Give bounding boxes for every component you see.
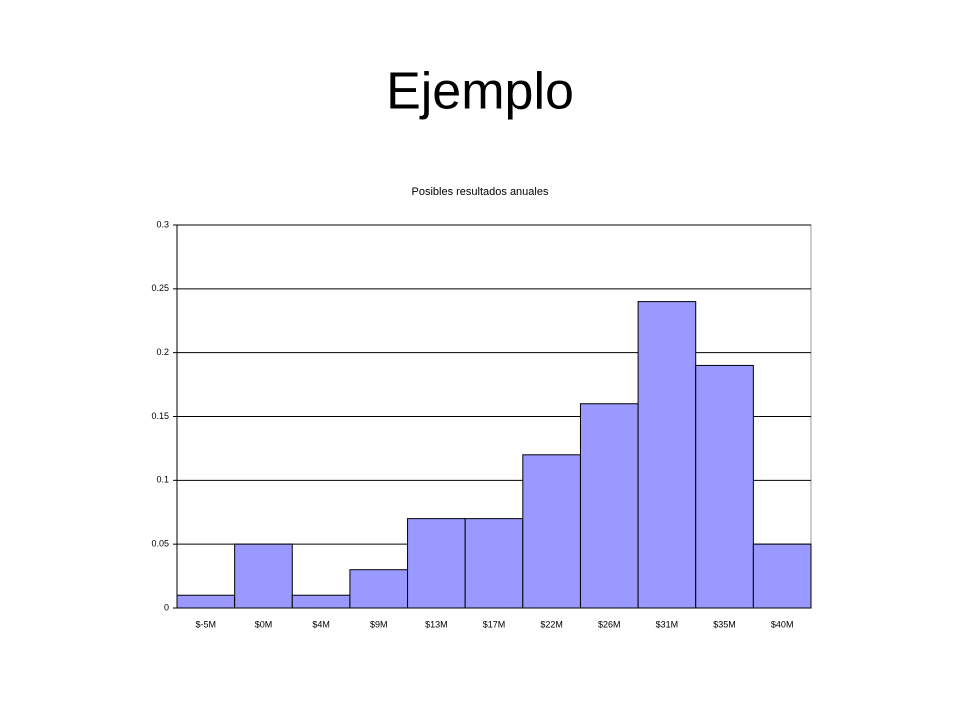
bar — [464, 518, 524, 609]
y-tick-label: 0.1 — [156, 475, 169, 485]
x-tick-label: $9M — [370, 619, 388, 629]
bar — [176, 594, 236, 609]
x-tick-label: $31M — [656, 619, 679, 629]
bar — [234, 543, 293, 609]
x-tick-label: $13M — [425, 619, 448, 629]
y-tick-label: 0.2 — [156, 347, 169, 357]
x-tick-label: $0M — [255, 619, 273, 629]
y-tick-label: 0.25 — [151, 283, 169, 293]
x-tick-label: $-5M — [196, 619, 217, 629]
x-tick-label: $26M — [598, 619, 621, 629]
x-tick-label: $17M — [483, 619, 506, 629]
y-tick-label: 0.15 — [151, 411, 169, 421]
chart-title: Posibles resultados anuales — [412, 186, 549, 198]
x-tick-label: $40M — [771, 619, 794, 629]
x-tick-label: $35M — [713, 619, 736, 629]
bar — [752, 543, 812, 609]
bar — [291, 594, 351, 609]
bar — [522, 454, 581, 609]
bar — [579, 403, 639, 609]
y-tick-label: 0.05 — [151, 539, 169, 549]
bar — [349, 569, 409, 609]
slide-title: Ejemplo — [386, 63, 574, 121]
bar — [695, 364, 754, 609]
y-tick-label: 0.3 — [156, 219, 169, 229]
x-tick-label: $22M — [540, 619, 563, 629]
bar — [407, 518, 466, 609]
x-tick-label: $4M — [312, 619, 330, 629]
y-tick-label: 0 — [164, 602, 169, 612]
bar — [637, 301, 697, 609]
